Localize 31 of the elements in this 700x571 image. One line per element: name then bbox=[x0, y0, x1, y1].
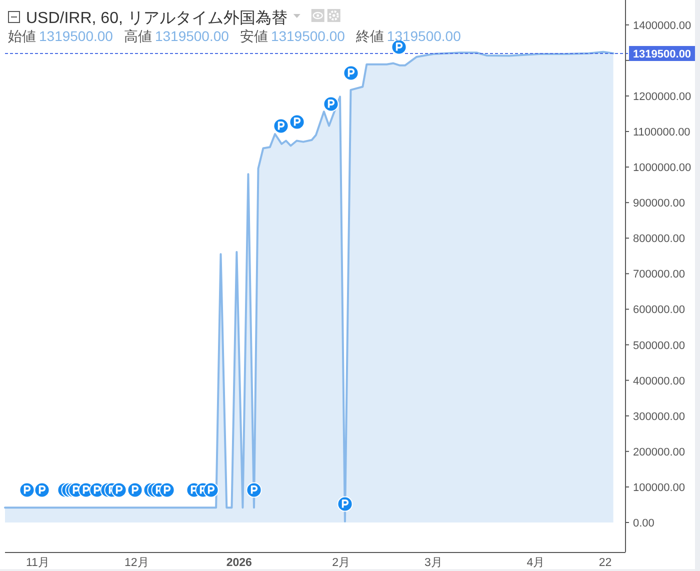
annotation-label: 始値 bbox=[8, 28, 36, 44]
ref-line-label: 1319500.00 bbox=[632, 48, 692, 60]
x-tick-label: 2月 bbox=[332, 557, 351, 569]
y-tick-label: 900000.00 bbox=[633, 198, 685, 210]
annotation-value: 1319500.00 bbox=[386, 28, 461, 44]
annotation-label: 終値 bbox=[356, 28, 384, 44]
y-tick-label: 1200000.00 bbox=[633, 90, 692, 103]
annotation-value: 1319500.00 bbox=[270, 28, 345, 44]
x-tick-label: 3月 bbox=[424, 557, 443, 569]
annotation-label: 安値 bbox=[240, 28, 268, 44]
x-tick-label: 2026 bbox=[226, 557, 252, 569]
annotation-value: 1319500.00 bbox=[39, 28, 113, 44]
x-tick-label: 22 bbox=[598, 557, 612, 569]
x-tick-label: 12月 bbox=[124, 557, 150, 569]
y-tick-label: 500000.00 bbox=[633, 340, 685, 352]
x-tick-label: 11月 bbox=[26, 557, 50, 569]
annotation-value: 1319500.00 bbox=[154, 28, 229, 44]
y-tick-label: 1400000.00 bbox=[633, 20, 692, 32]
y-tick-label: 600000.00 bbox=[633, 304, 685, 316]
y-tick-label: 0.00 bbox=[633, 518, 654, 530]
y-tick-label: 700000.00 bbox=[633, 268, 685, 281]
y-tick-label: 1000000.00 bbox=[633, 162, 692, 174]
y-tick-label: 200000.00 bbox=[633, 446, 685, 458]
y-tick-label: 100000.00 bbox=[633, 482, 685, 494]
y-tick-label: 800000.00 bbox=[633, 233, 685, 246]
title: USD/IRR, 60, リアルタイム外国為替 bbox=[26, 10, 288, 27]
y-tick-label: 1100000.00 bbox=[633, 126, 690, 139]
annotation-label: 高値 bbox=[124, 28, 152, 44]
y-tick-label: 400000.00 bbox=[633, 375, 685, 388]
x-tick-label: 4月 bbox=[526, 557, 546, 569]
y-tick-label: 300000.00 bbox=[633, 410, 685, 423]
